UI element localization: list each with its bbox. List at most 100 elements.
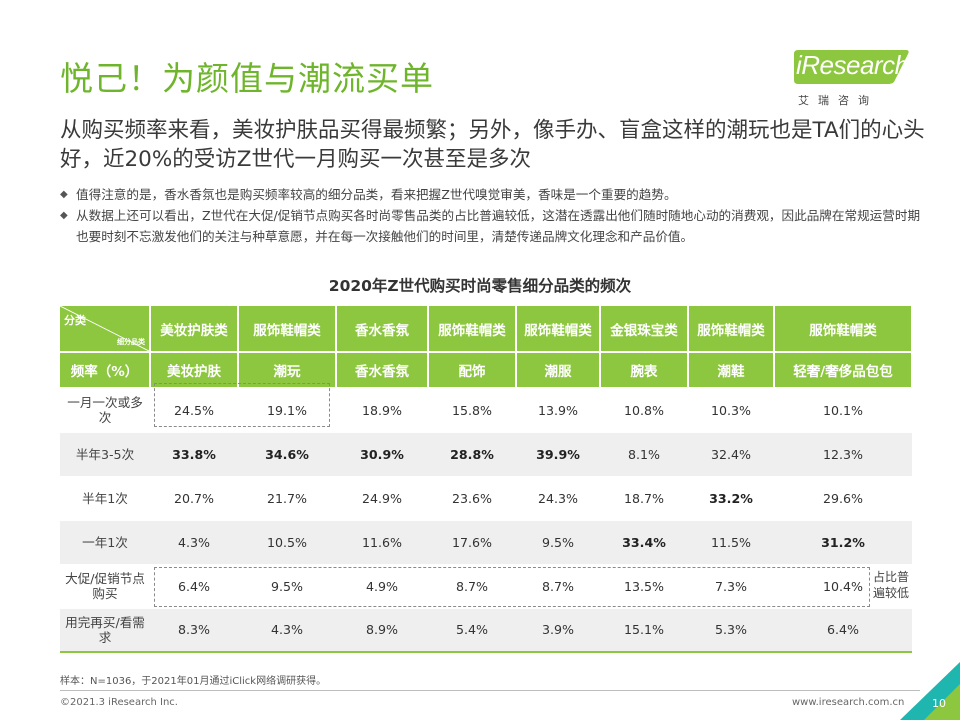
bullet-item: 从数据上还可以看出，Z世代在大促/促销节点购买各时尚零售品类的占比普遍较低，这潜… xyxy=(60,205,930,247)
category-header: 服饰鞋帽类 xyxy=(516,306,601,353)
table-cell: 4.3% xyxy=(238,608,336,653)
subcategory-header: 香水香氛 xyxy=(336,352,429,389)
table-cell: 5.4% xyxy=(428,608,516,653)
logo-badge-shape xyxy=(794,50,909,84)
table-cell: 28.8% xyxy=(428,432,516,477)
iresearch-logo: iResearch 艾瑞咨询 xyxy=(790,48,920,110)
table-row: 半年3-5次 33.8% 34.6% 30.9% 28.8% 39.9% 8.1% 32.4%… xyxy=(60,432,912,477)
row-label: 半年3-5次 xyxy=(60,432,150,477)
category-header: 美妆护肤类 xyxy=(150,306,239,353)
table-cell: 24.9% xyxy=(336,476,428,521)
table-row: 一年1次 4.3% 10.5% 11.6% 17.6% 9.5% 33.4% 11.5% 31.… xyxy=(60,520,912,565)
table-title: 2020年Z世代购买时尚零售细分品类的频次 xyxy=(328,277,632,295)
table-row: 一月一次或多次 24.5% 19.1% 18.9% 15.8% 13.9% 10.8% 10.… xyxy=(60,388,912,433)
table-cell: 3.9% xyxy=(516,608,600,653)
row-label: 大促/促销节点购买 xyxy=(60,564,150,609)
table-cell: 8.7% xyxy=(428,564,516,609)
table-cell: 11.6% xyxy=(336,520,428,565)
subcategory-header: 潮服 xyxy=(516,352,601,389)
subcategory-header: 潮鞋 xyxy=(688,352,775,389)
copyright: ©2021.3 iResearch Inc. xyxy=(60,697,178,708)
table-cell: 15.8% xyxy=(428,388,516,433)
logo-text: iResearch xyxy=(796,50,909,80)
table-cell: 13.9% xyxy=(516,388,600,433)
table-cell: 24.3% xyxy=(516,476,600,521)
table-cell: 29.6% xyxy=(774,476,912,521)
table-cell: 39.9% xyxy=(516,432,600,477)
corner-label-bottom: 细分品类 xyxy=(117,338,145,346)
table-cell: 9.5% xyxy=(516,520,600,565)
category-header: 香水香氛 xyxy=(336,306,429,353)
table-cell: 6.4% xyxy=(774,608,912,653)
page-title: 悦己！为颜值与潮流买单 xyxy=(60,59,434,98)
headline: 从购买频率来看，美妆护肤品买得最频繁；另外，像手办、盲盒这样的潮玩也是TA们的心… xyxy=(60,118,925,172)
table-cell: 30.9% xyxy=(336,432,428,477)
logo-cn-text: 艾瑞咨询 xyxy=(798,94,878,107)
corner-diagonal xyxy=(60,306,149,351)
footer-divider xyxy=(60,690,920,691)
table-cell: 10.4% xyxy=(774,564,912,609)
table-cell: 18.9% xyxy=(336,388,428,433)
table-cell: 10.8% xyxy=(600,388,688,433)
table-cell: 12.3% xyxy=(774,432,912,477)
frequency-label: 频率（%） xyxy=(60,352,151,389)
table-cell: 20.7% xyxy=(150,476,238,521)
header-row-subcategories: 频率（%） 美妆护肤 潮玩 香水香氛 配饰 潮服 腕表 潮鞋 轻奢/奢侈品包包 xyxy=(60,352,913,389)
table-row: 用完再买/看需求 8.3% 4.3% 8.9% 5.4% 3.9% 15.1% 5.3% 6.4… xyxy=(60,608,912,653)
table-cell: 6.4% xyxy=(150,564,238,609)
table-cell: 18.7% xyxy=(600,476,688,521)
table-cell: 33.8% xyxy=(150,432,238,477)
bullet-item: 值得注意的是，香水香氛也是购买频率较高的细分品类，看来把握Z世代嗅觉审美，香味是… xyxy=(60,184,930,205)
table-cell: 9.5% xyxy=(238,564,336,609)
table-cell: 10.5% xyxy=(238,520,336,565)
table-cell: 11.5% xyxy=(688,520,774,565)
table-cell: 21.7% xyxy=(238,476,336,521)
table-cell: 5.3% xyxy=(688,608,774,653)
table-cell: 10.3% xyxy=(688,388,774,433)
table-cell: 19.1% xyxy=(238,388,336,433)
source-note: 样本：N=1036，于2021年01月通过iClick网络调研获得。 xyxy=(60,676,327,687)
table-cell: 33.2% xyxy=(688,476,774,521)
table-cell: 13.5% xyxy=(600,564,688,609)
category-header: 服饰鞋帽类 xyxy=(428,306,517,353)
bullet-list: 值得注意的是，香水香氛也是购买频率较高的细分品类，看来把握Z世代嗅觉审美，香味是… xyxy=(60,184,930,247)
table-cell: 8.7% xyxy=(516,564,600,609)
category-header: 服饰鞋帽类 xyxy=(688,306,775,353)
corner-label-top: 分类 xyxy=(64,314,86,327)
header-row-categories: 分类 细分品类 美妆护肤类 服饰鞋帽类 香水香氛 服饰鞋帽类 服饰鞋帽类 金银珠… xyxy=(60,306,913,353)
website-link[interactable]: www.iresearch.com.cn xyxy=(792,697,905,708)
table-cell: 10.1% xyxy=(774,388,912,433)
table-corner-cell: 分类 细分品类 xyxy=(60,306,151,353)
table-cell: 32.4% xyxy=(688,432,774,477)
table-cell: 7.3% xyxy=(688,564,774,609)
frequency-table: 分类 细分品类 美妆护肤类 服饰鞋帽类 香水香氛 服饰鞋帽类 服饰鞋帽类 金银珠… xyxy=(60,306,913,653)
subcategory-header: 轻奢/奢侈品包包 xyxy=(774,352,913,389)
table-body: 一月一次或多次 24.5% 19.1% 18.9% 15.8% 13.9% 10.8% 10.… xyxy=(60,388,912,653)
subcategory-header: 腕表 xyxy=(600,352,689,389)
table-cell: 34.6% xyxy=(238,432,336,477)
row-label: 用完再买/看需求 xyxy=(60,608,150,653)
table-cell: 4.9% xyxy=(336,564,428,609)
corner-decoration xyxy=(900,662,960,720)
page-number: 10 xyxy=(932,697,946,710)
table-row: 大促/促销节点购买 6.4% 9.5% 4.9% 8.7% 8.7% 13.5% 7.3% 10… xyxy=(60,564,912,609)
table-cell: 23.6% xyxy=(428,476,516,521)
table-cell: 33.4% xyxy=(600,520,688,565)
table-cell: 8.3% xyxy=(150,608,238,653)
table-cell: 8.9% xyxy=(336,608,428,653)
table-cell: 17.6% xyxy=(428,520,516,565)
highlight-box-monthly xyxy=(154,383,330,427)
promotion-note: 占比普遍较低 xyxy=(872,570,909,600)
table-cell: 31.2% xyxy=(774,520,912,565)
table-row: 半年1次 20.7% 21.7% 24.9% 23.6% 24.3% 18.7% 33.2% 2… xyxy=(60,476,912,521)
category-header: 服饰鞋帽类 xyxy=(774,306,913,353)
category-header: 金银珠宝类 xyxy=(600,306,689,353)
highlight-box-promotion xyxy=(154,567,870,607)
category-header: 服饰鞋帽类 xyxy=(238,306,337,353)
table-cell: 8.1% xyxy=(600,432,688,477)
row-label: 一月一次或多次 xyxy=(60,388,150,433)
subcategory-header: 潮玩 xyxy=(238,352,337,389)
table-cell: 24.5% xyxy=(150,388,238,433)
subcategory-header: 美妆护肤 xyxy=(150,352,239,389)
table-cell: 4.3% xyxy=(150,520,238,565)
